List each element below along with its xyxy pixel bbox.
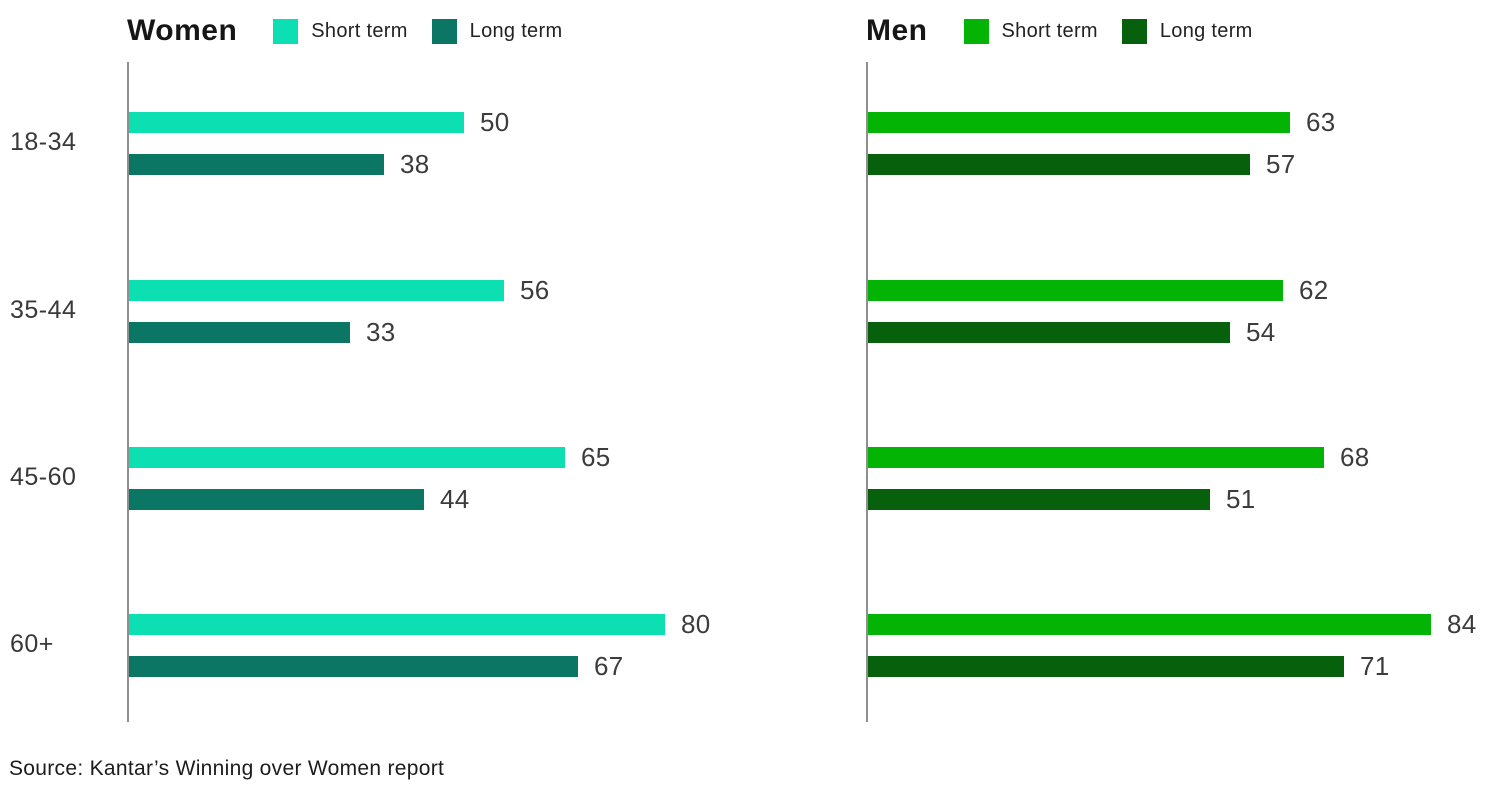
bar-long-term: [868, 154, 1250, 175]
bar-long-term: [868, 489, 1210, 510]
value-label: 80: [681, 609, 711, 639]
men-panel: Men Short term Long term 63 57 62 54 68 51 84 7…: [866, 0, 1500, 740]
bar-short-term: [868, 280, 1283, 301]
bar-long-term: [129, 656, 578, 677]
long-term-swatch: [431, 18, 457, 44]
value-label: 54: [1246, 317, 1276, 347]
bar-long-term: [129, 154, 384, 175]
category-label: 60+: [10, 630, 54, 658]
source-note: Source: Kantar’s Winning over Women repo…: [9, 757, 445, 780]
legend-label-short-term: Short term: [311, 19, 408, 42]
legend-item-long-term: Long term: [431, 18, 563, 44]
value-label: 56: [520, 275, 550, 305]
category-label: 18-34: [10, 128, 77, 156]
value-label: 44: [440, 484, 470, 514]
women-panel-header: Women Short term Long term: [127, 14, 562, 48]
value-label: 63: [1306, 107, 1336, 137]
women-panel: Women Short term Long term 18-34 50 38 35-4…: [10, 0, 767, 740]
bar-long-term: [868, 656, 1344, 677]
short-term-swatch: [963, 18, 989, 44]
bar-short-term: [129, 447, 565, 468]
bar-long-term: [129, 322, 350, 343]
value-label: 67: [594, 651, 624, 681]
value-label: 65: [581, 442, 611, 472]
legend-label-long-term: Long term: [469, 19, 563, 42]
value-label: 62: [1299, 275, 1329, 305]
value-label: 68: [1340, 442, 1370, 472]
value-label: 84: [1447, 609, 1477, 639]
value-label: 57: [1266, 149, 1296, 179]
men-panel-header: Men Short term Long term: [866, 14, 1253, 48]
value-label: 50: [480, 107, 510, 137]
value-label: 33: [366, 317, 396, 347]
bar-short-term: [868, 112, 1290, 133]
men-chart-area: 63 57 62 54 68 51 84 71: [866, 62, 1480, 722]
legend-item-long-term: Long term: [1121, 18, 1253, 44]
category-label: 35-44: [10, 296, 77, 324]
bar-short-term: [868, 614, 1431, 635]
women-legend: Short term Long term: [273, 18, 563, 44]
long-term-swatch: [1121, 18, 1147, 44]
legend-item-short-term: Short term: [963, 18, 1098, 44]
category-label: 45-60: [10, 463, 77, 491]
value-label: 71: [1360, 651, 1390, 681]
bar-short-term: [129, 112, 464, 133]
legend-label-short-term: Short term: [1001, 19, 1098, 42]
bar-long-term: [129, 489, 424, 510]
value-label: 38: [400, 149, 430, 179]
men-legend: Short term Long term: [963, 18, 1253, 44]
women-chart-area: 18-34 50 38 35-44 56 33 45-60 65 44 60+ 80 67: [10, 62, 741, 722]
value-label: 51: [1226, 484, 1256, 514]
legend-item-short-term: Short term: [273, 18, 408, 44]
women-panel-title: Women: [127, 14, 238, 47]
short-term-swatch: [273, 18, 299, 44]
legend-label-long-term: Long term: [1159, 19, 1253, 42]
bar-long-term: [868, 322, 1230, 343]
bar-short-term: [129, 614, 665, 635]
bar-short-term: [868, 447, 1324, 468]
bar-short-term: [129, 280, 504, 301]
men-panel-title: Men: [866, 14, 928, 47]
